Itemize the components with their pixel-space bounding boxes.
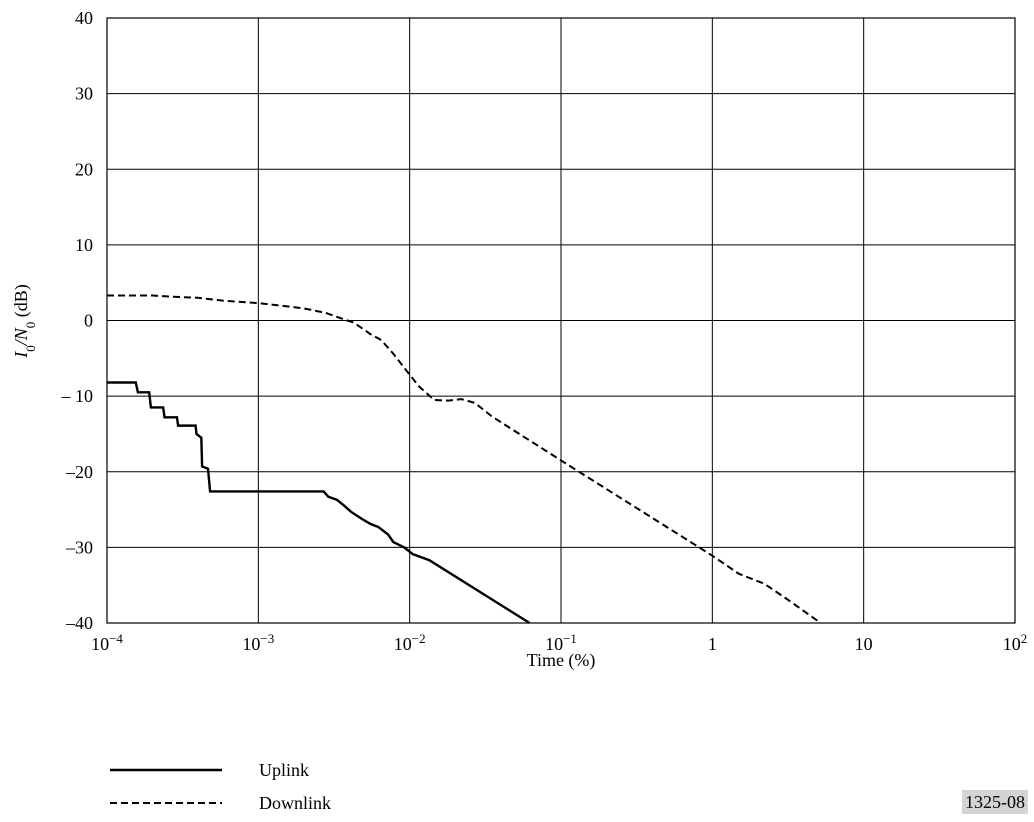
y-tick-label: 30 <box>75 84 93 104</box>
grid <box>106 17 1016 624</box>
x-tick-label: 1 <box>708 634 717 654</box>
y-tick-label: –40 <box>65 613 93 633</box>
y-tick-label: –30 <box>65 537 93 557</box>
y-axis-title: I0/N0 (dB) <box>11 284 38 359</box>
figure-id: 1325-08 <box>962 790 1028 814</box>
x-tick-label: 10−1 <box>545 631 577 655</box>
legend-label-downlink: Downlink <box>259 793 331 813</box>
legend-label-uplink: Uplink <box>259 760 309 780</box>
y-tick-label: 20 <box>75 159 93 179</box>
x-tick-label: 10−2 <box>394 631 426 655</box>
series-line-downlink <box>107 294 822 624</box>
y-tick-label: 40 <box>75 8 93 28</box>
x-tick-label: 10−4 <box>91 631 123 655</box>
y-tick-label: 10 <box>75 235 93 255</box>
x-axis-title: Time (%) <box>527 650 596 671</box>
x-tick-label: 10−3 <box>242 631 274 655</box>
plot-frame <box>106 17 1016 624</box>
x-tick-label: 102 <box>1003 631 1028 655</box>
y-tick-label: 0 <box>84 311 93 331</box>
series-lines <box>107 294 822 625</box>
legend: Uplink Downlink <box>110 760 331 813</box>
series-line-uplink <box>107 381 531 625</box>
x-tick-label: 10 <box>855 634 873 654</box>
y-tick-label: –20 <box>65 462 93 482</box>
y-tick-label: – 10 <box>61 386 94 406</box>
